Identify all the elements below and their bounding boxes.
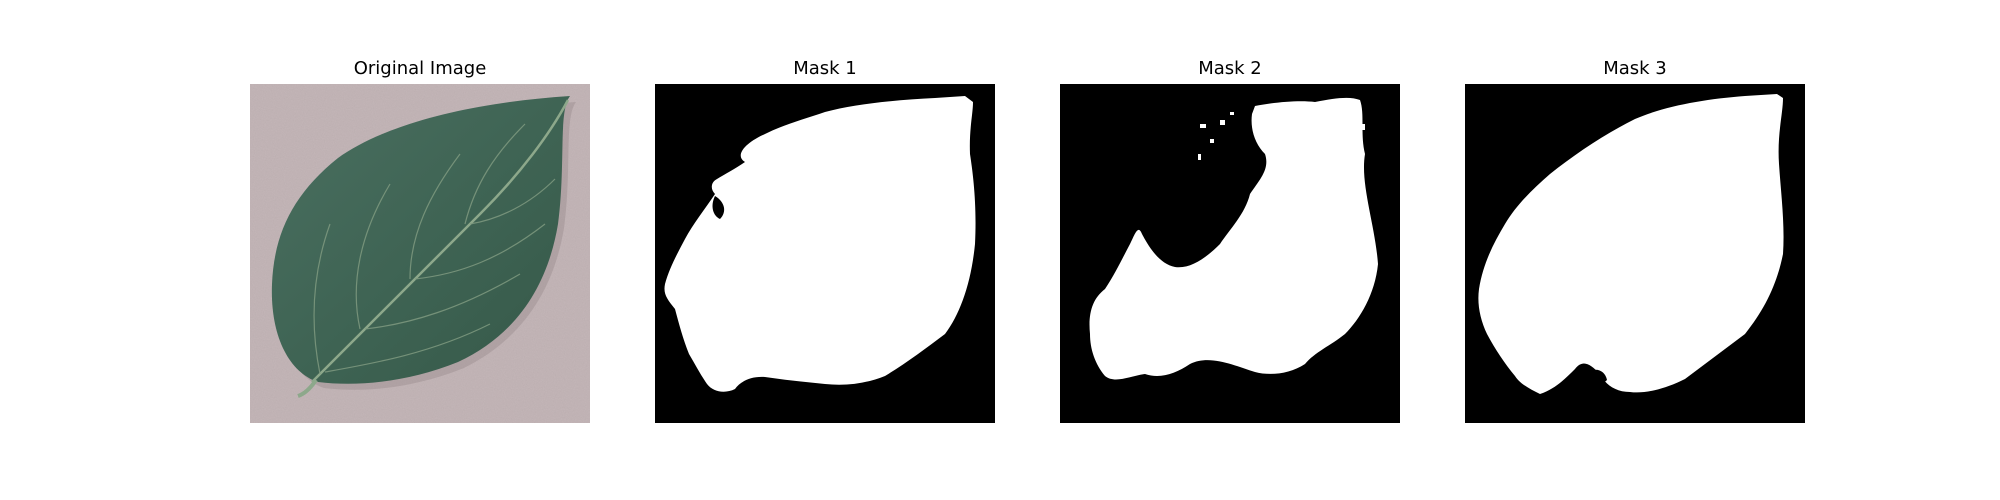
panel-title: Original Image — [353, 58, 487, 79]
panel-mask-2: Mask 2 — [1060, 0, 1400, 500]
mask-foreground — [664, 96, 976, 392]
leaf-blade — [271, 96, 570, 384]
panel-title: Mask 2 — [1198, 58, 1262, 79]
panel-original-image: Original Image — [250, 0, 590, 500]
mask-specks — [1198, 112, 1375, 252]
panel-title: Mask 3 — [1603, 58, 1667, 79]
mask-3-image — [1465, 84, 1805, 423]
mask-hole — [1585, 369, 1607, 384]
mask-1-image — [655, 84, 995, 423]
panel-mask-3: Mask 3 — [1465, 0, 1805, 500]
mask-speck — [1483, 276, 1487, 280]
leaf-veins — [313, 123, 556, 375]
leaf-petiole — [297, 378, 318, 398]
mask-foreground — [1478, 94, 1784, 394]
panel-title: Mask 1 — [793, 58, 857, 79]
panel-mask-1: Mask 1 — [655, 0, 995, 500]
mask-foreground — [1089, 97, 1378, 380]
leaf-midrib — [311, 99, 570, 383]
mask-2-image — [1060, 84, 1400, 423]
original-leaf-photo — [250, 84, 590, 423]
mask-hole — [712, 196, 725, 219]
